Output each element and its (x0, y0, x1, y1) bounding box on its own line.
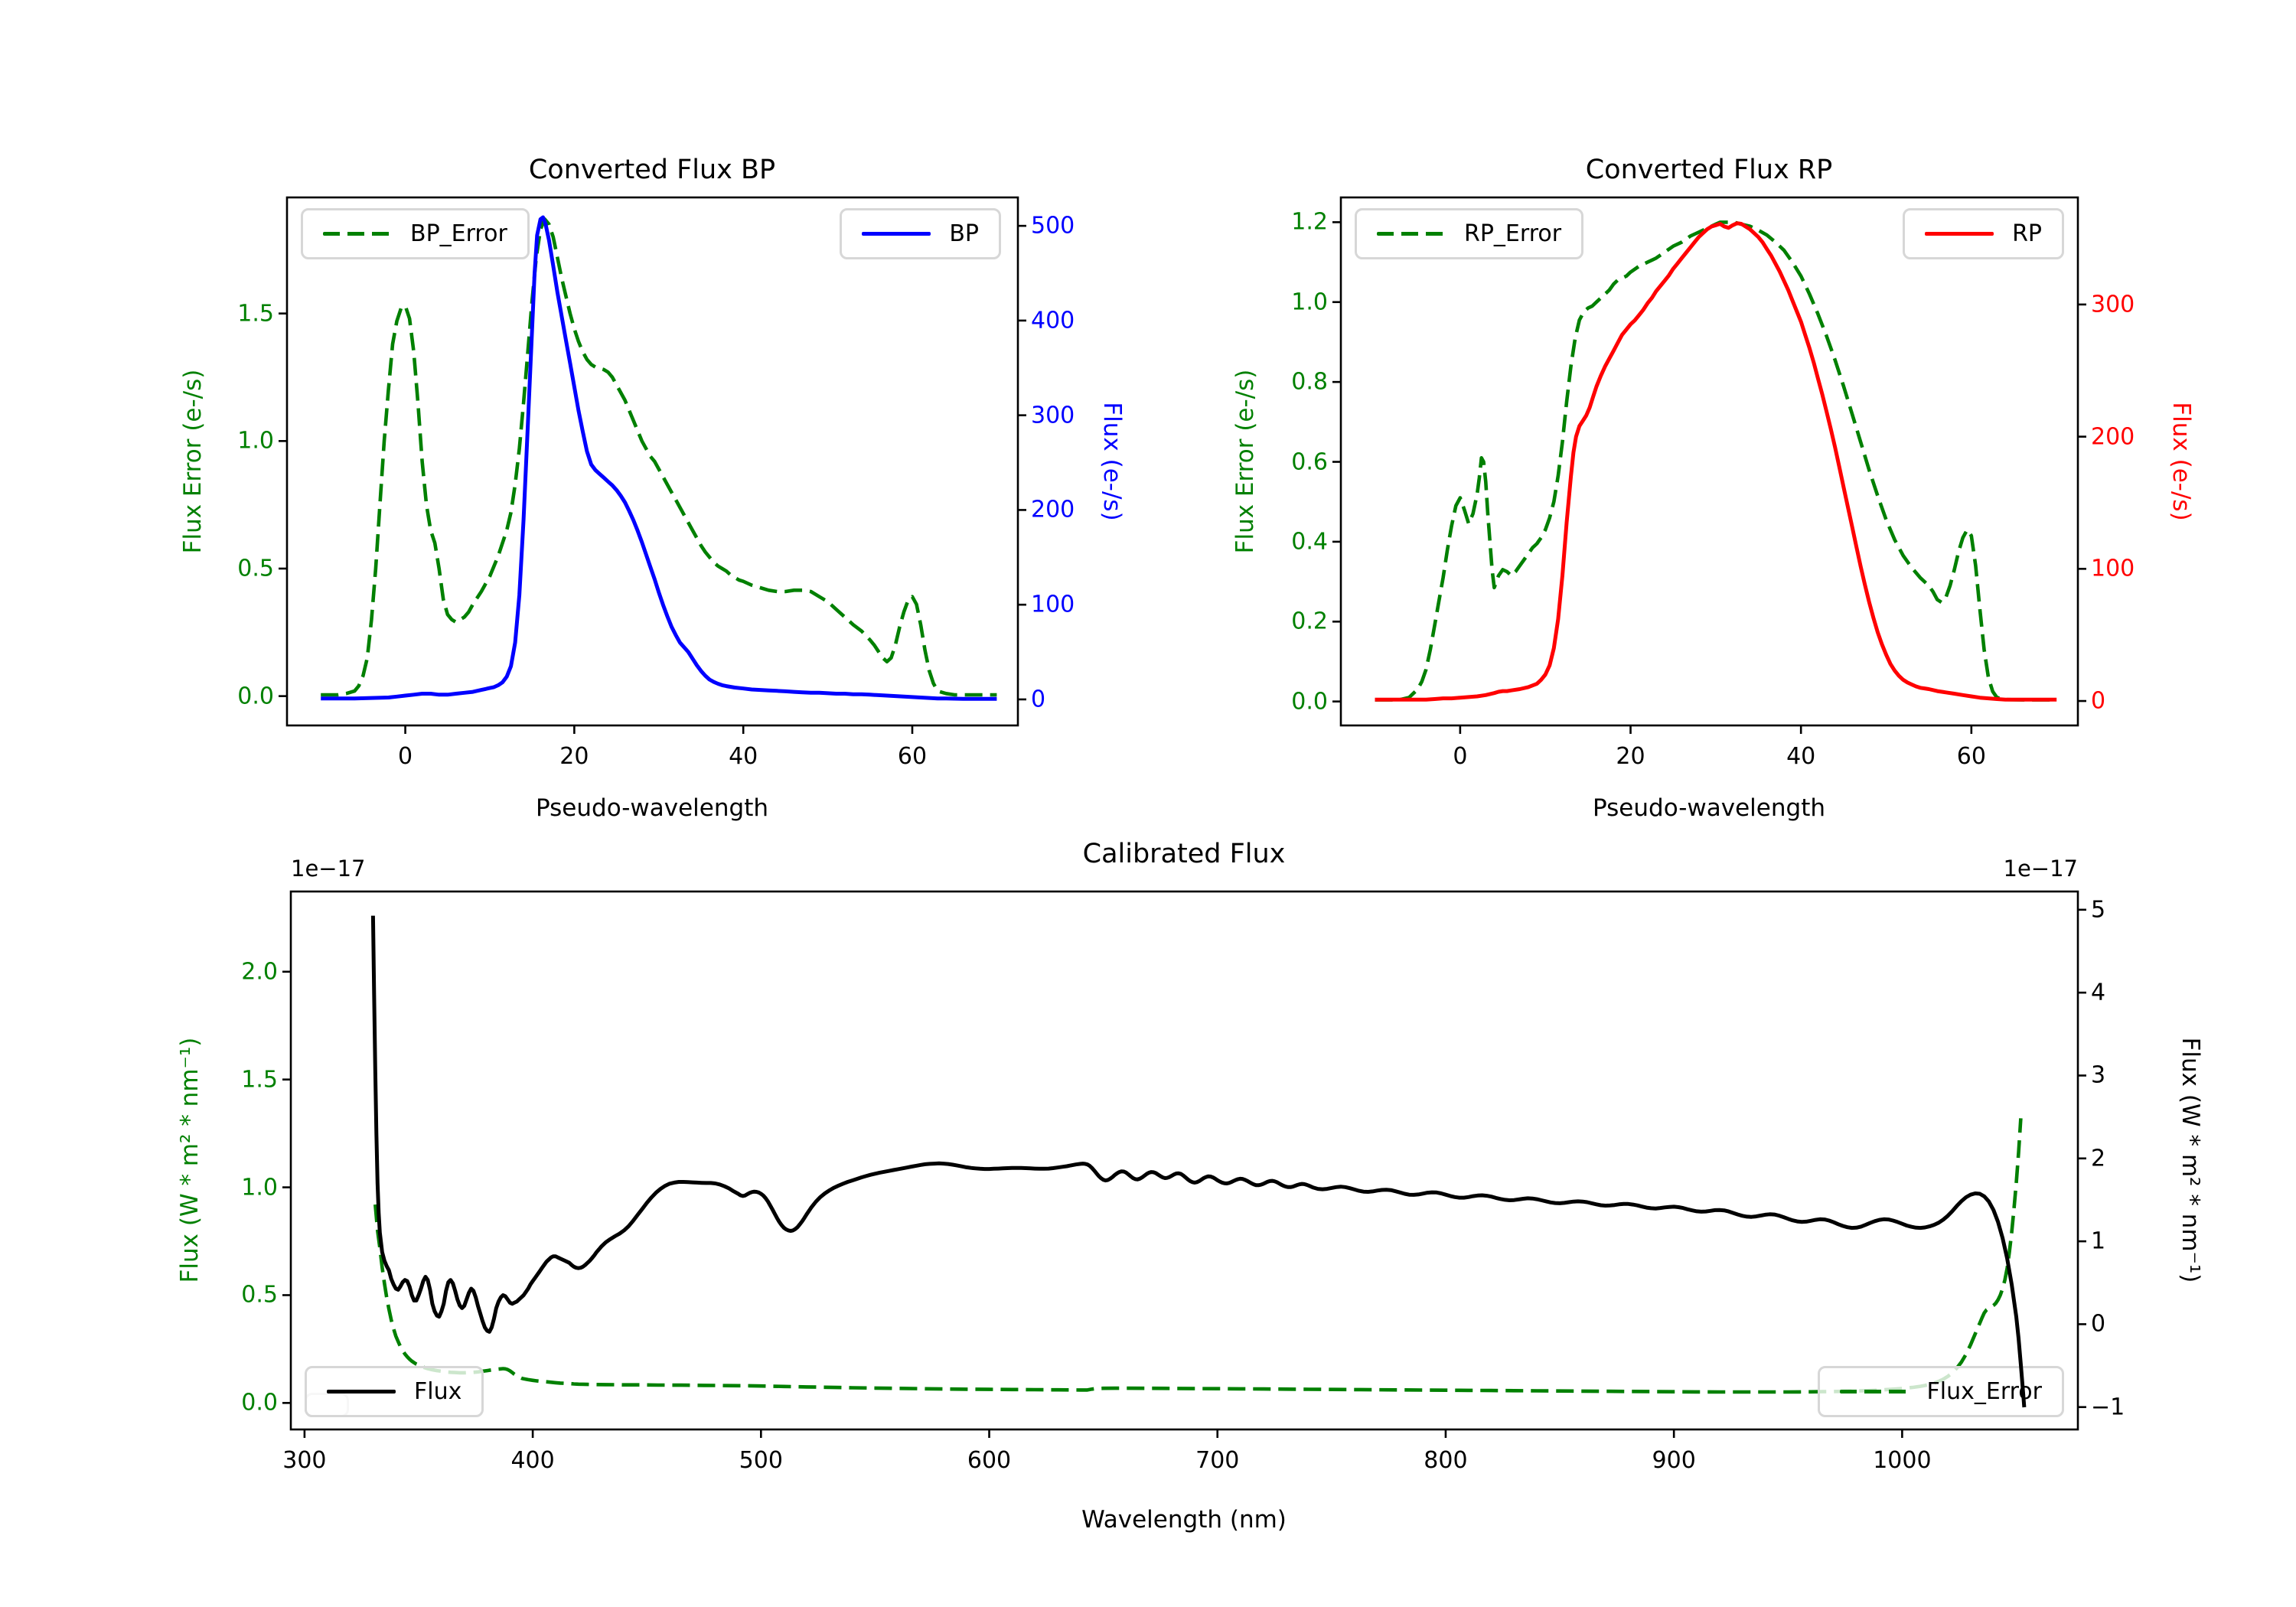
calibrated-right-y-tick-label: 1 (2091, 1227, 2106, 1255)
flux-legend: Flux (305, 1366, 484, 1417)
bp-axes-frame (285, 196, 1019, 727)
rp-error-legend-line-icon (1377, 232, 1446, 236)
calibrated-right-y-tick-label: 0 (2091, 1310, 2106, 1338)
rp-left-y-tick-label: 1.2 (1291, 208, 1328, 236)
calibrated-x-tick-label: 400 (510, 1447, 555, 1474)
calibrated-x-tick-label: 700 (1195, 1447, 1240, 1474)
calibrated-xlabel: Wavelength (nm) (1081, 1506, 1287, 1534)
rp-legend: RP (1903, 208, 2064, 259)
calibrated-right-y-tick-label: −1 (2091, 1393, 2125, 1421)
bp-xlabel: Pseudo-wavelength (535, 794, 769, 822)
rp-right-y-tick-label: 300 (2091, 291, 2135, 318)
rp-error-legend-label: RP_Error (1464, 220, 1562, 247)
bp-curve (321, 215, 997, 701)
bp-right-y-tick-label: 0 (1031, 686, 1046, 713)
bp-legend-label: BP (949, 220, 979, 247)
bp-x-tick-label: 40 (729, 743, 758, 770)
calibrated-left-y-tick-label: 0.5 (241, 1281, 278, 1309)
calibrated-right-y-tick-label: 2 (2091, 1145, 2106, 1172)
calibrated-x-tick-label: 300 (282, 1447, 327, 1474)
calibrated-x-tick-label: 900 (1652, 1447, 1696, 1474)
bp-x-tick-label: 60 (897, 743, 928, 770)
calibrated-left-ylabel: Flux (W * m² * nm⁻¹) (176, 1037, 204, 1283)
calibrated-right-ylabel: Flux (W * m² * nm⁻¹) (2177, 1037, 2204, 1283)
bp-x-tick-label: 0 (398, 743, 413, 770)
rp-x-tick-label: 40 (1786, 743, 1816, 770)
flux-legend-label: Flux (414, 1378, 462, 1405)
flux-error-legend: Flux_Error (1817, 1366, 2064, 1417)
rp-axes-frame (1339, 196, 2079, 727)
bp-right-y-tick-label: 300 (1031, 402, 1075, 429)
calibrated-right-y-tick-label: 5 (2091, 896, 2106, 924)
bp-left-ylabel: Flux Error (e-/s) (179, 369, 207, 554)
bp-left-y-tick-label: 0.0 (237, 683, 274, 710)
bp-x-tick-label: 20 (559, 743, 589, 770)
rp-curve (1375, 221, 2057, 702)
calibrated-title: Calibrated Flux (1082, 839, 1286, 869)
bp-error-legend-line-icon (323, 232, 392, 236)
right-axis-offset-text: 1e−17 (2003, 856, 2079, 882)
rp-left-y-tick-label: 1.0 (1291, 288, 1328, 316)
rp-error-legend: RP_Error (1355, 208, 1584, 259)
rp-x-tick-label: 60 (1956, 743, 1986, 770)
bp-legend-line-icon (862, 232, 931, 236)
bp-right-y-tick-label: 200 (1031, 496, 1075, 523)
rp-right-y-tick-label: 100 (2091, 555, 2135, 582)
flux-error-legend-label: Flux_Error (1926, 1378, 2042, 1405)
left-axis-offset-text: 1e−17 (291, 856, 366, 882)
flux-error-legend-line-icon (1839, 1390, 1909, 1393)
calibrated-x-tick-label: 600 (967, 1447, 1012, 1474)
flux-error-curve (373, 1118, 2023, 1394)
flux-legend-line-icon (327, 1390, 396, 1393)
rp-left-ylabel: Flux Error (e-/s) (1231, 369, 1259, 554)
bp-left-y-tick-label: 1.5 (237, 300, 274, 328)
bp-title: Converted Flux BP (528, 155, 776, 185)
calibrated-left-y-tick-label: 1.0 (241, 1174, 278, 1201)
calibrated-axes-frame (289, 890, 2079, 1431)
bp-right-y-tick-label: 500 (1031, 212, 1075, 240)
calibrated-x-tick-label: 500 (739, 1447, 783, 1474)
rp-left-y-tick-label: 0.8 (1291, 368, 1328, 396)
rp-left-y-tick-label: 0.6 (1291, 448, 1328, 476)
bp-right-y-tick-label: 100 (1031, 591, 1075, 618)
calibrated-x-tick-label: 800 (1424, 1447, 1468, 1474)
rp-left-y-tick-label: 0.4 (1291, 528, 1328, 556)
rp-legend-line-icon (1925, 232, 1994, 236)
rp-error-curve (1375, 220, 2057, 702)
bp-right-ylabel: Flux (e-/s) (1098, 402, 1126, 521)
calibrated-right-y-tick-label: 3 (2091, 1061, 2106, 1089)
calibrated-x-tick-label: 1000 (1873, 1447, 1932, 1474)
rp-title: Converted Flux RP (1585, 155, 1833, 185)
rp-x-tick-label: 0 (1453, 743, 1468, 770)
bp-error-curve (321, 217, 997, 697)
bp-error-legend-label: BP_Error (410, 220, 507, 247)
rp-left-y-tick-label: 0.0 (1291, 688, 1328, 715)
calibrated-left-y-tick-label: 1.5 (241, 1066, 278, 1094)
bp-error-legend: BP_Error (301, 208, 530, 259)
rp-right-y-tick-label: 0 (2091, 687, 2106, 715)
rp-right-y-tick-label: 200 (2091, 423, 2135, 451)
rp-left-y-tick-label: 0.2 (1291, 608, 1328, 635)
bp-right-y-tick-label: 400 (1031, 307, 1075, 334)
bp-legend: BP (840, 208, 1001, 259)
calibrated-right-y-tick-label: 4 (2091, 979, 2106, 1006)
calibrated-left-y-tick-label: 0.0 (241, 1389, 278, 1416)
rp-legend-label: RP (2012, 220, 2042, 247)
bp-left-y-tick-label: 1.0 (237, 427, 274, 455)
calibrated-left-y-tick-label: 2.0 (241, 958, 278, 986)
rp-xlabel: Pseudo-wavelength (1592, 794, 1826, 822)
rp-right-ylabel: Flux (e-/s) (2167, 402, 2195, 521)
rp-x-tick-label: 20 (1616, 743, 1645, 770)
bp-left-y-tick-label: 0.5 (237, 555, 274, 582)
